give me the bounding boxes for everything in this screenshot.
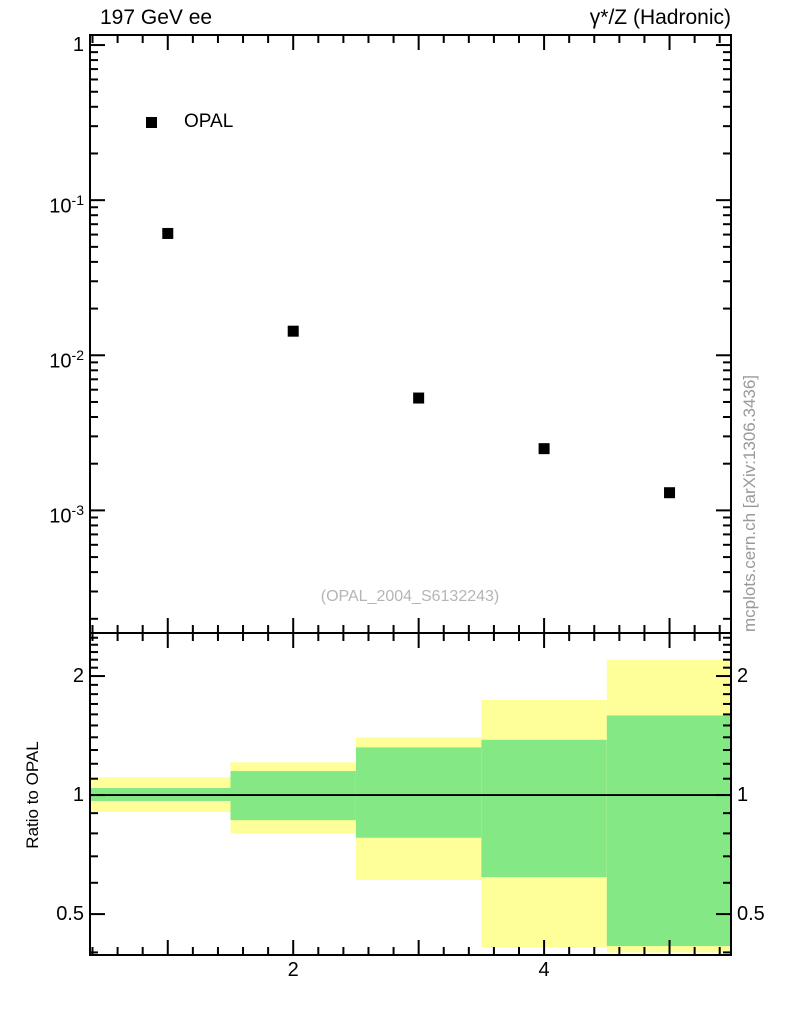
mcplots-credit: mcplots.cern.ch [arXiv:1306.3436] — [740, 374, 759, 632]
ratio-band-green — [606, 715, 731, 947]
ratio-band-green — [355, 747, 482, 838]
data-point — [664, 487, 676, 499]
data-point — [287, 325, 299, 337]
ratio-band-green — [481, 739, 607, 878]
analysis-watermark: (OPAL_2004_S6132243) — [320, 588, 500, 605]
legend: OPAL — [146, 110, 233, 134]
plot-title-process: γ*/Z (Hadronic) — [589, 6, 731, 29]
data-point — [162, 227, 174, 239]
legend-marker-square-icon — [146, 116, 157, 128]
legend-label: OPAL — [184, 111, 234, 132]
plot-title-energy: 197 GeV ee — [100, 6, 213, 29]
data-point — [538, 443, 550, 455]
ratio-axis-title: Ratio to OPAL — [23, 741, 42, 849]
data-point — [413, 392, 425, 404]
ratio-frame — [89, 632, 732, 956]
